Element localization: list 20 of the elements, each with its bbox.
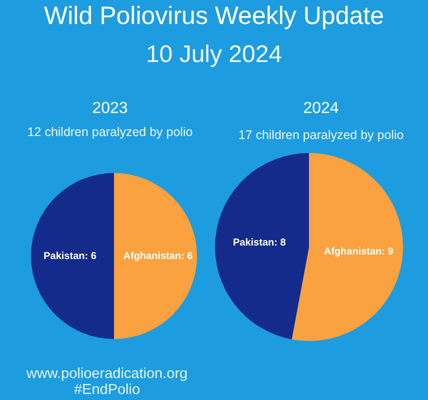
chart-subtitle: 12 children paralyzed by polio (27, 125, 193, 139)
data-label: : 8 (274, 237, 286, 248)
chart-title: 2024 (303, 100, 339, 117)
pie-slice (292, 153, 403, 341)
data-label: : 6 (84, 251, 97, 262)
text: Wild Poliovirus Weekly Update (44, 2, 384, 30)
pie-slice (114, 173, 197, 339)
pie-slice (31, 173, 114, 339)
data-label: : 9 (382, 246, 394, 258)
text: 10 July 2024 (146, 41, 282, 68)
slice-label: Afghanistan (324, 246, 382, 258)
data-label: : 6 (181, 251, 194, 262)
chart-subtitle: 17 children paralyzed by polio (238, 128, 404, 142)
slice-label: Afghanistan (123, 251, 182, 262)
text: www.polioeradication.org (25, 366, 188, 382)
slice-label: Pakistan (44, 251, 85, 262)
pie-slice (215, 153, 309, 340)
slice-label: Pakistan (232, 237, 274, 248)
text: #EndPolio (74, 382, 140, 398)
chart-title: 2023 (92, 100, 128, 117)
